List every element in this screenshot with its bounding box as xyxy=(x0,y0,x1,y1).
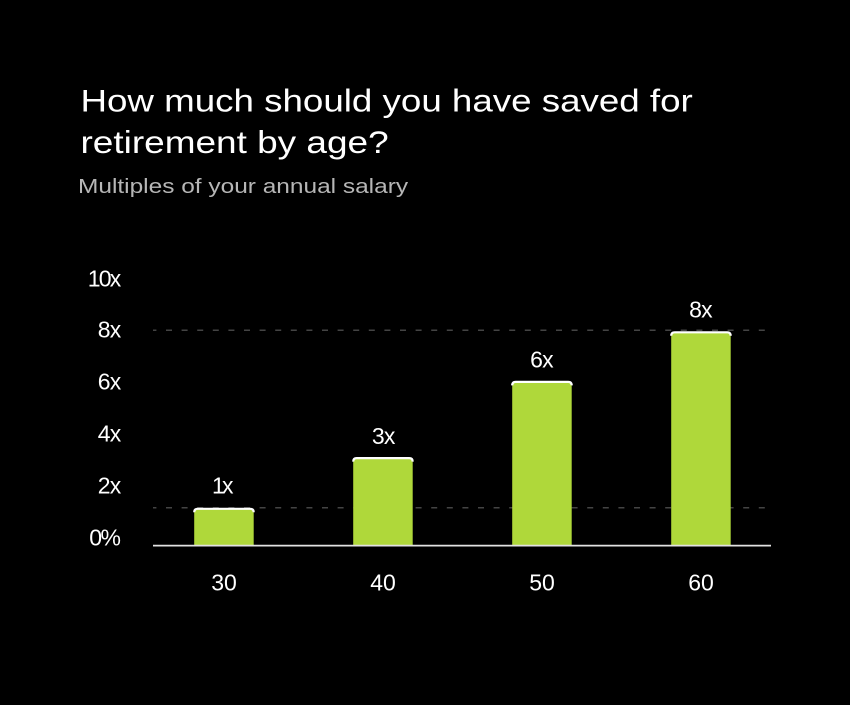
svg-text:How much should you have saved: How much should you have saved for xyxy=(81,84,693,119)
svg-text:retirement by age?: retirement by age? xyxy=(81,126,389,161)
svg-text:50: 50 xyxy=(529,570,555,596)
svg-text:60: 60 xyxy=(688,570,714,596)
svg-text:2x: 2x xyxy=(98,473,122,499)
svg-text:0%: 0% xyxy=(89,525,121,551)
svg-text:30: 30 xyxy=(211,570,237,596)
svg-text:8x: 8x xyxy=(98,317,122,343)
svg-text:6x: 6x xyxy=(98,369,122,395)
svg-text:10x: 10x xyxy=(88,266,122,292)
svg-text:40: 40 xyxy=(370,570,396,596)
svg-text:3x: 3x xyxy=(372,423,396,449)
svg-text:Multiples of your annual salar: Multiples of your annual salary xyxy=(78,175,409,198)
svg-text:8x: 8x xyxy=(689,296,713,322)
svg-text:1x: 1x xyxy=(212,473,234,499)
svg-text:6x: 6x xyxy=(530,347,554,373)
svg-text:4x: 4x xyxy=(98,421,122,447)
